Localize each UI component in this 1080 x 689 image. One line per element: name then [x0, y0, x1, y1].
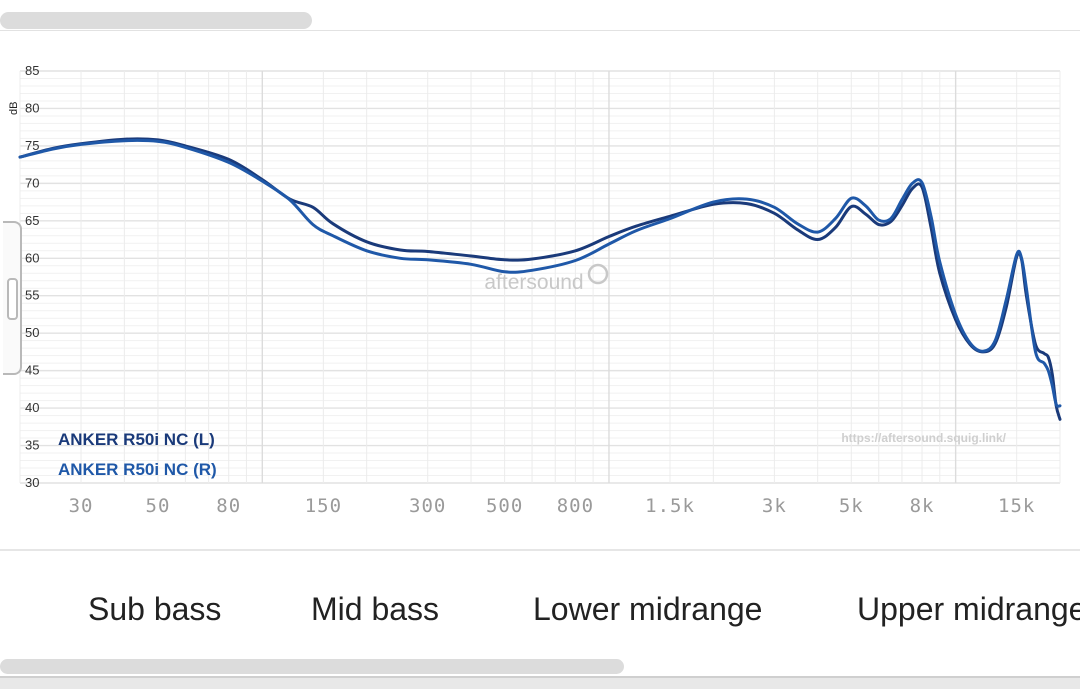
frequency-response-graph: aftersound 85 80 75 70 65 60 55 50 45 40 35 30 dB 3… [0, 31, 1080, 549]
x-tick-label: 800 [557, 495, 594, 517]
band-sub-bass[interactable]: Sub bass [88, 591, 222, 627]
legend-entry-right[interactable]: ANKER R50i NC (R) [58, 460, 217, 479]
x-tick-label: 50 [146, 495, 171, 517]
y-tick-label: 50 [25, 325, 39, 340]
top-scrollbar-thumb[interactable] [0, 12, 312, 29]
band-lower-midrange[interactable]: Lower midrange [533, 591, 763, 627]
x-tick-label: 15k [998, 495, 1035, 517]
frequency-band-labels: Sub bass Mid bass Lower midrange Upper m… [0, 551, 1080, 661]
y-tick-label: 45 [25, 363, 39, 378]
y-tick-label: 40 [25, 400, 39, 415]
y-tick-label: 30 [25, 475, 39, 490]
x-tick-label: 300 [409, 495, 446, 517]
y-tick-label: 80 [25, 100, 39, 115]
y-axis-scale-handle[interactable] [3, 221, 22, 375]
y-tick-label: 85 [25, 63, 39, 78]
fr-curve-right[interactable] [18, 138, 1062, 408]
source-url: https://aftersound.squig.link/ [841, 431, 1006, 445]
y-axis-ticks: 85 80 75 70 65 60 55 50 45 40 35 30 [25, 63, 39, 490]
x-tick-label: 80 [216, 495, 241, 517]
x-tick-label: 500 [486, 495, 523, 517]
x-tick-label: 5k [839, 495, 864, 517]
y-tick-label: 35 [25, 438, 39, 453]
x-tick-label: 3k [762, 495, 787, 517]
aftersound-watermark: aftersound [484, 271, 583, 294]
band-mid-bass[interactable]: Mid bass [311, 591, 440, 627]
divider [0, 549, 1080, 551]
watermark-logo-icon [587, 263, 609, 285]
grid-lines [19, 70, 1061, 484]
y-tick-label: 60 [25, 250, 39, 265]
y-tick-label: 70 [25, 175, 39, 190]
legend: ANKER R50i NC (L) ANKER R50i NC (R) [58, 430, 217, 479]
x-tick-label: 30 [69, 495, 94, 517]
fr-chart-svg: aftersound 85 80 75 70 65 60 55 50 45 40 35 30 dB 3… [8, 63, 1062, 517]
band-upper-midrange[interactable]: Upper midrange [857, 591, 1080, 627]
bottom-edge [0, 676, 1080, 689]
y-axis-label: dB [8, 102, 20, 115]
x-tick-label: 1.5k [645, 495, 695, 517]
grip-icon[interactable] [7, 278, 18, 320]
y-tick-label: 65 [25, 213, 39, 228]
y-tick-label: 55 [25, 288, 39, 303]
fr-curves [18, 137, 1062, 421]
x-axis-ticks: 30 50 80 150 300 500 800 1.5k 3k 5k 8k 15k [69, 495, 1035, 517]
x-tick-label: 150 [305, 495, 342, 517]
legend-entry-left[interactable]: ANKER R50i NC (L) [58, 430, 215, 449]
bottom-scrollbar-thumb[interactable] [0, 659, 624, 674]
x-tick-label: 8k [910, 495, 935, 517]
y-tick-label: 75 [25, 138, 39, 153]
